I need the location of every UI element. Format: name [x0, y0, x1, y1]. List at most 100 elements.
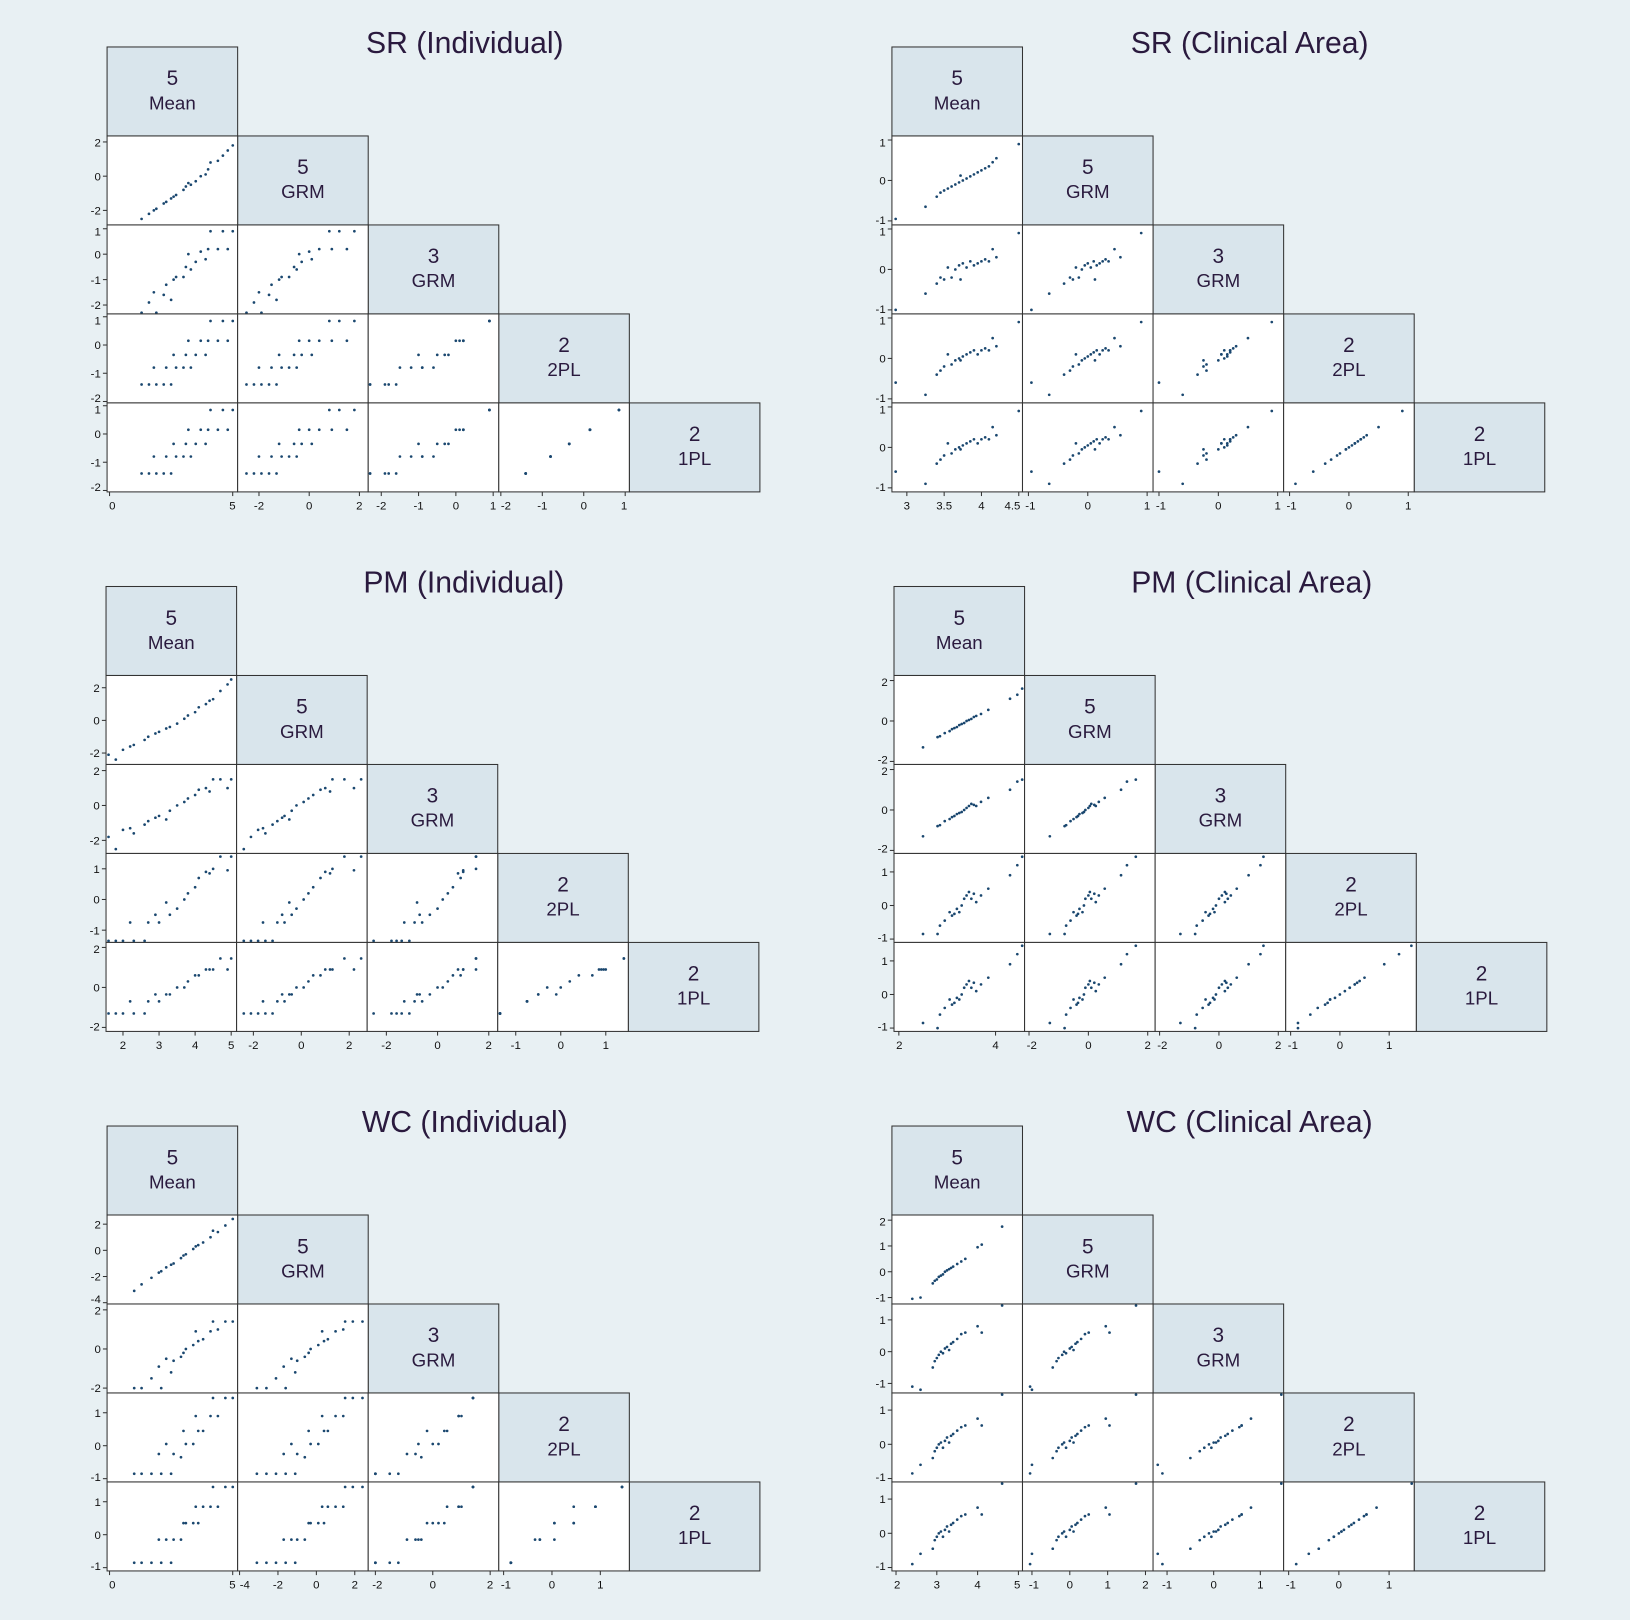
- scatter-point: [943, 731, 947, 735]
- scatter-point: [1262, 944, 1265, 948]
- diagonal-box: [1285, 852, 1417, 943]
- scatter-point: [950, 914, 954, 917]
- scatter-point: [252, 472, 256, 475]
- scatter-point: [196, 1243, 200, 1247]
- x-tick-label: -1: [537, 501, 547, 513]
- scatter-point: [1119, 255, 1122, 259]
- x-tick-label: 2: [120, 1040, 126, 1052]
- scatter-point: [265, 1561, 268, 1565]
- scatter-point: [182, 800, 186, 804]
- y-tick-label: 1: [94, 1497, 100, 1509]
- scatter-point: [986, 887, 990, 891]
- scatter-point: [252, 383, 256, 386]
- scatter-point: [172, 1452, 175, 1456]
- scatter-point: [967, 979, 971, 983]
- scatter-point: [1202, 448, 1205, 451]
- scatter-panel: [236, 763, 368, 854]
- scatter-point: [1225, 353, 1229, 356]
- variable-label: GRM: [1199, 810, 1243, 831]
- y-tick-label: -1: [876, 1561, 886, 1573]
- scatter-point: [169, 472, 173, 475]
- x-tick-label: -2: [501, 501, 511, 513]
- scatter-point: [545, 986, 549, 989]
- scatter-point: [995, 433, 998, 437]
- scatter-point: [1074, 1523, 1077, 1527]
- scatter-point: [1216, 1439, 1220, 1443]
- scatter-point: [150, 1276, 153, 1280]
- scatter-point: [345, 247, 349, 251]
- scatter-point: [935, 1356, 939, 1360]
- scatter-point: [256, 828, 260, 832]
- scatter-point: [252, 301, 256, 304]
- scatter-point: [418, 913, 422, 917]
- scatter-point: [194, 1329, 198, 1333]
- scatter-point: [1088, 804, 1092, 808]
- scatter-point: [140, 1472, 143, 1476]
- scatter-point: [245, 311, 248, 315]
- scatter-point: [415, 993, 419, 996]
- scatter-point: [184, 353, 188, 357]
- x-tick-label: 2: [346, 1040, 352, 1052]
- scatter-point: [1076, 814, 1080, 818]
- scatter-point: [1055, 1359, 1058, 1363]
- y-tick-label: 1: [881, 867, 887, 879]
- scatter-point: [187, 428, 190, 432]
- scatter-point: [935, 462, 939, 465]
- scatter-point: [1048, 1021, 1052, 1025]
- scatter-point: [172, 195, 175, 199]
- x-tick-label: 0: [453, 501, 459, 513]
- scatter-point: [943, 1528, 947, 1532]
- scatter-point: [1083, 446, 1087, 449]
- scatter-point: [271, 823, 274, 827]
- scatter-point: [323, 968, 327, 971]
- scatter-point: [1070, 1345, 1074, 1349]
- scatter-point: [983, 258, 987, 261]
- scatter-point: [965, 353, 968, 356]
- scatter-point: [1081, 910, 1084, 914]
- scatter-point: [474, 855, 478, 858]
- scatter-point: [955, 812, 959, 816]
- scatter-point: [1064, 924, 1068, 927]
- scatter-point: [924, 205, 927, 209]
- scatter-point: [995, 344, 998, 348]
- y-tick-label: -2: [91, 482, 101, 494]
- scatter-point: [1101, 437, 1104, 441]
- scatter-point: [972, 981, 976, 985]
- scatter-point: [255, 1472, 259, 1476]
- scatter-point: [957, 998, 961, 1001]
- scatter-point: [972, 715, 976, 719]
- scatter-panel: [1021, 1481, 1154, 1572]
- scatter-point: [939, 191, 942, 194]
- scatter-point: [194, 1245, 198, 1248]
- scatter-point: [343, 957, 346, 960]
- x-tick-label: 4: [974, 1580, 981, 1592]
- y-tick-label: 0: [879, 176, 885, 188]
- scatter-point: [196, 1429, 200, 1433]
- scatter-point: [968, 440, 972, 443]
- scatter-point: [1030, 308, 1033, 312]
- y-tick-label: 0: [881, 901, 887, 913]
- scatter-point: [204, 786, 208, 790]
- scatter-point: [894, 217, 898, 221]
- scatter-point: [164, 200, 168, 204]
- scatter-point: [169, 1371, 173, 1374]
- scatter-point: [471, 1485, 475, 1489]
- variable-label: GRM: [281, 181, 325, 202]
- panel-frame: [1021, 402, 1154, 493]
- x-tick-label: -2: [273, 1580, 283, 1592]
- x-tick-label: 0: [306, 501, 312, 513]
- scatter-point: [950, 185, 953, 188]
- scatter-point: [1400, 409, 1404, 413]
- scatter-point: [972, 803, 976, 807]
- scatter-point: [219, 957, 222, 960]
- x-tick-label: 3.5: [936, 501, 952, 513]
- variable-label: 1PL: [1465, 988, 1498, 1009]
- scatter-point: [282, 1538, 286, 1542]
- y-tick-label: 2: [93, 766, 99, 778]
- scatter-point: [164, 1357, 168, 1361]
- scatter-point: [419, 1538, 423, 1542]
- scatter-point: [193, 974, 197, 977]
- scatter-point: [1337, 1531, 1341, 1535]
